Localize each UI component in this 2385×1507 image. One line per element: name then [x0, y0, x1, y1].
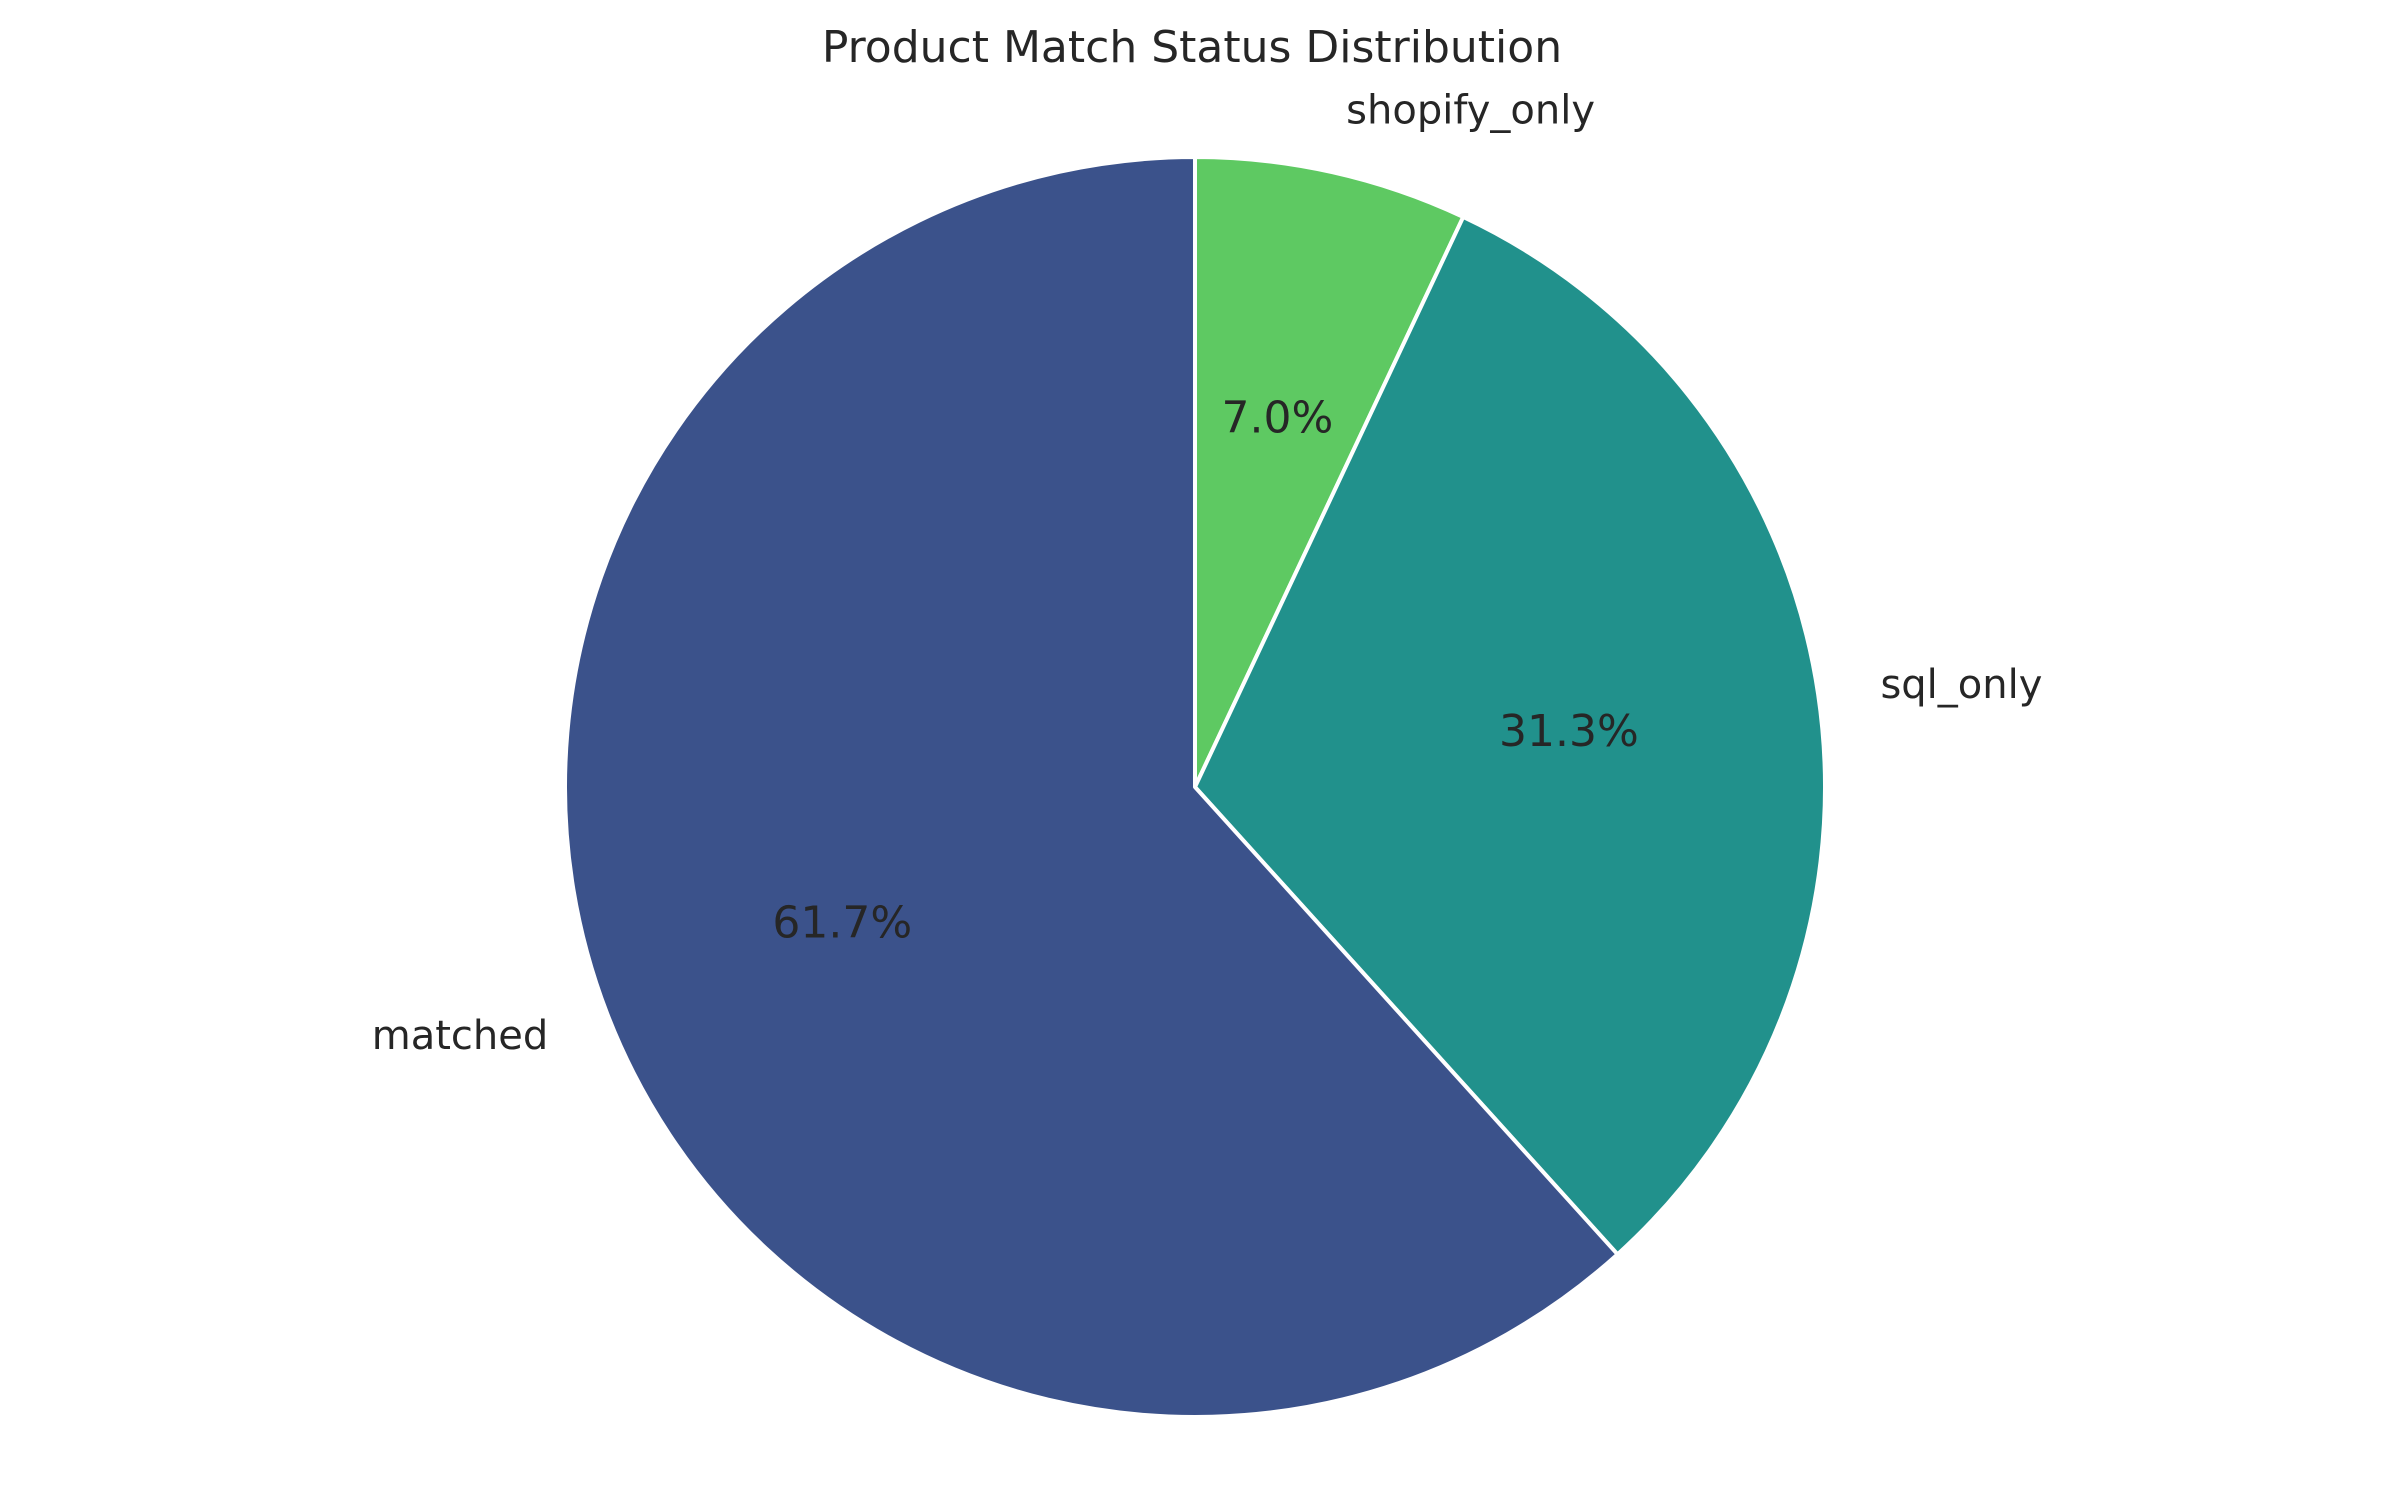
pie-slice-matched [563, 155, 1620, 1419]
pie-slices [563, 155, 1827, 1419]
pie-slice-sql-only [1193, 214, 1827, 1257]
percent-label-sql-only: 31.3% [1499, 706, 1639, 757]
slice-label-shopify-only: shopify_only [1346, 88, 1595, 134]
percent-label-matched: 61.7% [772, 897, 912, 948]
chart-title: Product Match Status Distribution [822, 22, 1562, 73]
slice-label-matched: matched [372, 1013, 549, 1059]
pie-percent-labels: 7.0% 31.3% 61.7% [772, 393, 1638, 949]
percent-label-shopify-only: 7.0% [1222, 393, 1334, 444]
pie-slice-shopify-only [1193, 155, 1466, 789]
slice-label-sql-only: sql_only [1880, 662, 2042, 708]
